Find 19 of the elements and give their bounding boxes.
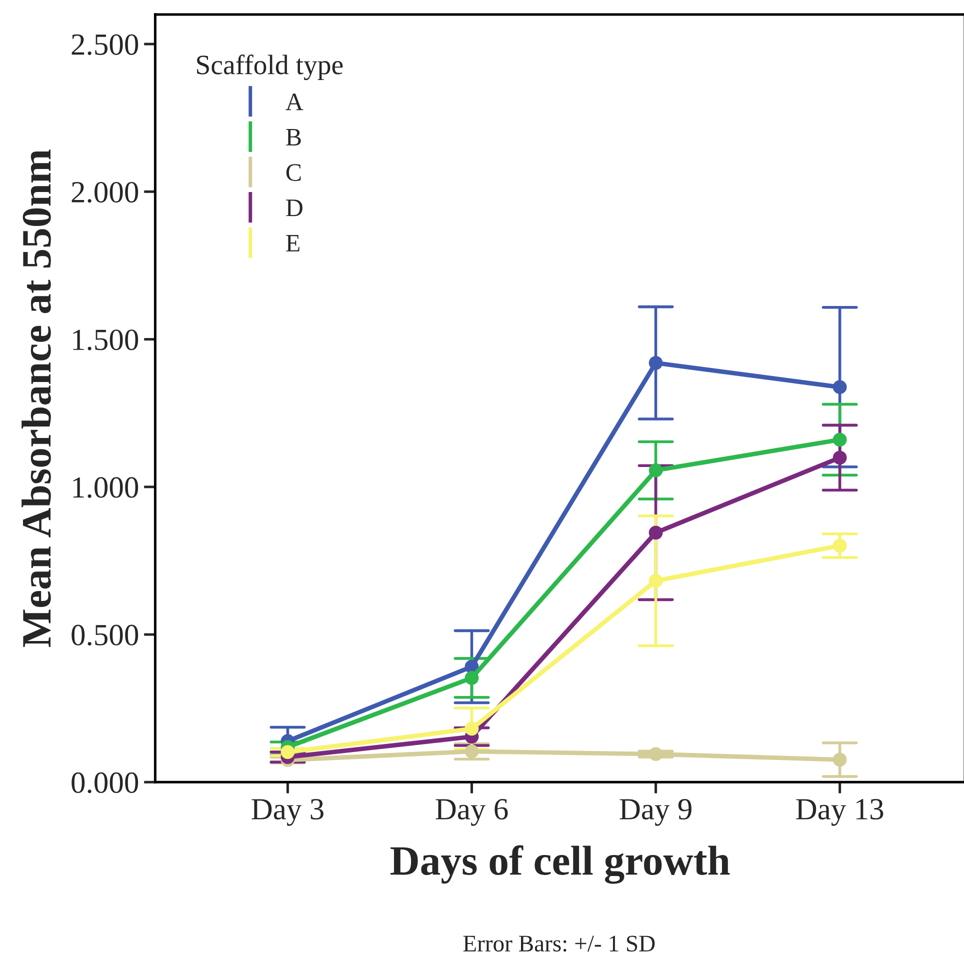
- x-axis-title: Days of cell growth: [390, 845, 730, 884]
- y-tick-label: 2.000: [72, 182, 138, 203]
- legend-label: B: [286, 129, 301, 146]
- x-tick-label: Day 6: [436, 799, 508, 826]
- x-tick-label: Day 13: [796, 799, 884, 826]
- x-tick-label: Day 3: [252, 799, 324, 826]
- y-tick-label: 2.500: [72, 34, 138, 56]
- y-tick-label: 0.500: [72, 624, 138, 646]
- legend-title: Scaffold type: [197, 54, 343, 80]
- y-tick-label: 1.500: [73, 330, 138, 350]
- legend-label: C: [286, 164, 301, 181]
- legend-label: E: [286, 234, 300, 252]
- y-axis-title: Mean Absorbance at 550nm: [22, 150, 51, 648]
- y-tick-label: 1.000: [73, 477, 138, 498]
- legend-label: D: [286, 200, 302, 216]
- x-tick-label: Day 9: [620, 799, 692, 826]
- y-tick-label: 0.000: [72, 772, 138, 794]
- text: Error Bars: +/- 1 SD: [463, 936, 655, 952]
- legend-label: A: [286, 94, 304, 110]
